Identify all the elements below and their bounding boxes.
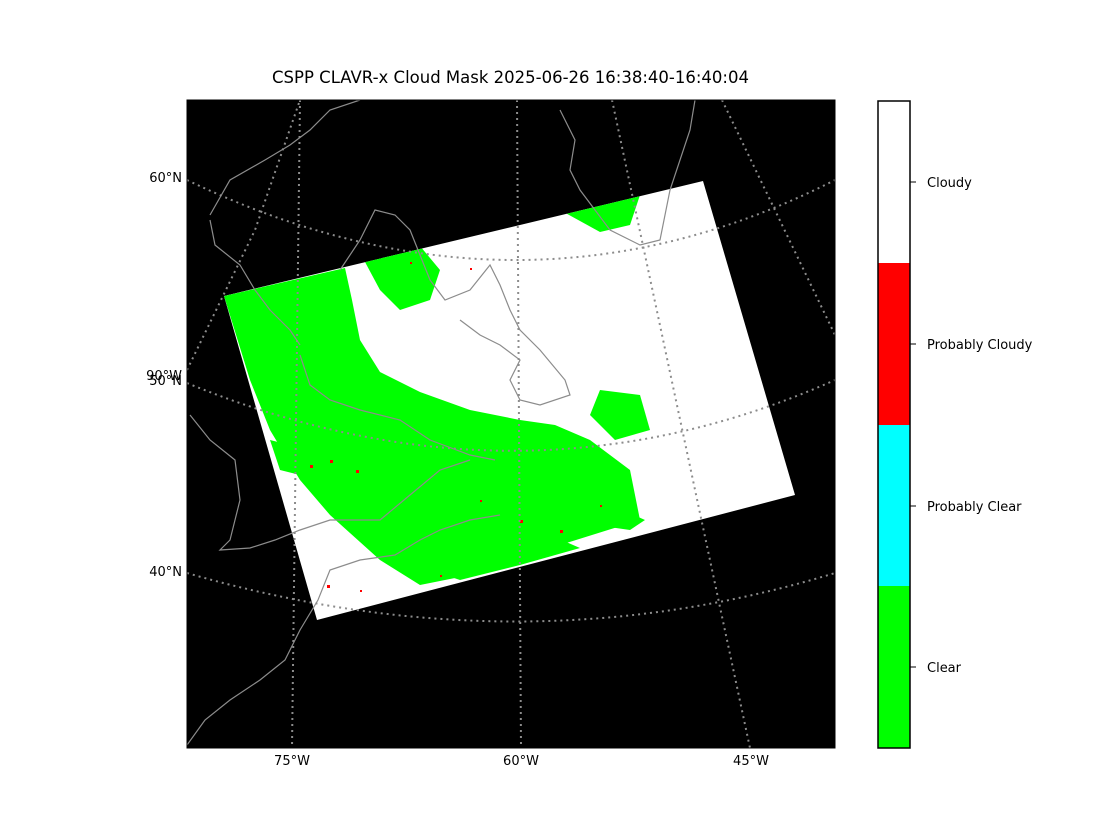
colorbar-label-probably-clear: Probably Clear bbox=[927, 500, 1022, 515]
gridline-lon-30 bbox=[721, 100, 835, 336]
lat-label-40: 40°N bbox=[149, 565, 182, 580]
colorbar-probably-clear bbox=[878, 425, 910, 586]
gridline-lat-50 bbox=[187, 379, 835, 452]
lat-label-90w: 90°W bbox=[146, 369, 182, 384]
gridline-lon-75 bbox=[291, 100, 301, 748]
satellite-swath bbox=[224, 181, 795, 620]
clear-region-band bbox=[270, 440, 645, 530]
clear-region-north bbox=[365, 246, 440, 310]
graticule bbox=[187, 100, 835, 748]
lon-label-60: 60°W bbox=[503, 754, 539, 769]
map-title: CSPP CLAVR-x Cloud Mask 2025-06-26 16:38… bbox=[272, 68, 749, 87]
colorbar-label-probably-cloudy: Probably Cloudy bbox=[927, 338, 1033, 353]
clear-region-northeast bbox=[560, 195, 640, 232]
gridline-lat-40 bbox=[187, 572, 835, 623]
map-frame bbox=[186, 99, 836, 749]
probably-cloudy-speckles bbox=[310, 262, 602, 592]
gridline-lon-60 bbox=[516, 100, 522, 748]
colorbar-frame bbox=[877, 100, 911, 749]
clear-region-east bbox=[590, 390, 650, 440]
lon-label-75: 75°W bbox=[274, 754, 310, 769]
lon-label-45: 45°W bbox=[733, 754, 769, 769]
lat-label-60: 60°N bbox=[149, 171, 182, 186]
colorbar: Cloudy Probably Cloudy Probably Clear Cl… bbox=[877, 100, 1033, 749]
colorbar-cloudy bbox=[878, 101, 910, 263]
colorbar-probably-cloudy bbox=[878, 263, 910, 425]
colorbar-label-cloudy: Cloudy bbox=[927, 176, 972, 191]
gridline-lon-90 bbox=[187, 100, 301, 371]
colorbar-label-clear: Clear bbox=[927, 661, 962, 676]
colorbar-clear bbox=[878, 586, 910, 748]
gridline-lon-45 bbox=[611, 100, 751, 748]
clear-region-south bbox=[400, 530, 580, 580]
coastlines bbox=[187, 100, 696, 746]
lat-label-50: 50°N bbox=[149, 374, 182, 389]
